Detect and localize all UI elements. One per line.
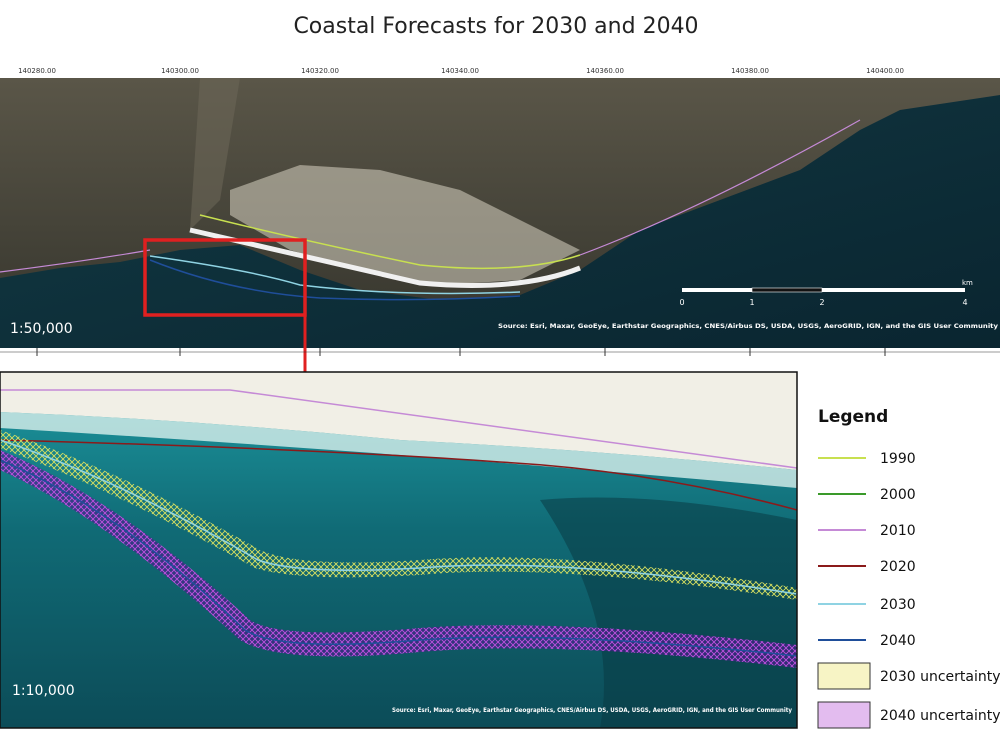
detail-map xyxy=(0,371,798,729)
legend-swatch xyxy=(817,701,871,729)
attribution: Source: Esri, Maxar, GeoEye, Earthstar G… xyxy=(392,707,792,714)
detail-labels: 1:10,000 Source: Esri, Maxar, GeoEye, Ear… xyxy=(12,683,792,714)
legend-label: 2000 xyxy=(880,487,916,503)
scale-bar-label: 4 xyxy=(962,298,967,307)
coordinate-label: 140400.00 xyxy=(866,67,904,75)
scale-bar-label: 0 xyxy=(679,298,684,307)
legend-label: 2040 uncertainty xyxy=(880,708,1000,724)
coordinate-label: 140380.00 xyxy=(731,67,769,75)
overview-labels: 140280.00 140300.00 140320.00 140340.00 1403… xyxy=(0,67,1000,356)
scale-bar-unit: km xyxy=(962,279,973,287)
scale-bar-label: 1 xyxy=(749,298,754,307)
legend-label: 2010 xyxy=(880,523,916,539)
coordinate-label: 140360.00 xyxy=(586,67,624,75)
legend-title: Legend xyxy=(818,407,888,427)
coordinate-label: 140300.00 xyxy=(161,67,199,75)
legend-label: 2020 xyxy=(880,559,916,575)
map-title: Coastal Forecasts for 2030 and 2040 xyxy=(293,14,698,39)
overview-map xyxy=(0,78,1000,372)
coordinate-label: 140340.00 xyxy=(441,67,479,75)
legend-label: 1990 xyxy=(880,451,916,467)
scale-label: 1:50,000 xyxy=(10,321,73,337)
scale-bar-label: 2 xyxy=(819,298,824,307)
legend: Legend 1990 2000 2010 2020 2030 2040 2030 unce… xyxy=(817,407,1000,729)
scale-label: 1:10,000 xyxy=(12,683,75,699)
coordinate-label: 140320.00 xyxy=(301,67,339,75)
legend-label: 2040 xyxy=(880,633,916,649)
legend-swatch xyxy=(817,662,871,690)
detail-extent xyxy=(143,238,307,317)
attribution: Source: Esri, Maxar, GeoEye, Earthstar G… xyxy=(498,323,998,330)
legend-label: 2030 xyxy=(880,597,916,613)
legend-label: 2030 uncertainty xyxy=(880,669,1000,685)
coordinate-label: 140280.00 xyxy=(18,67,56,75)
